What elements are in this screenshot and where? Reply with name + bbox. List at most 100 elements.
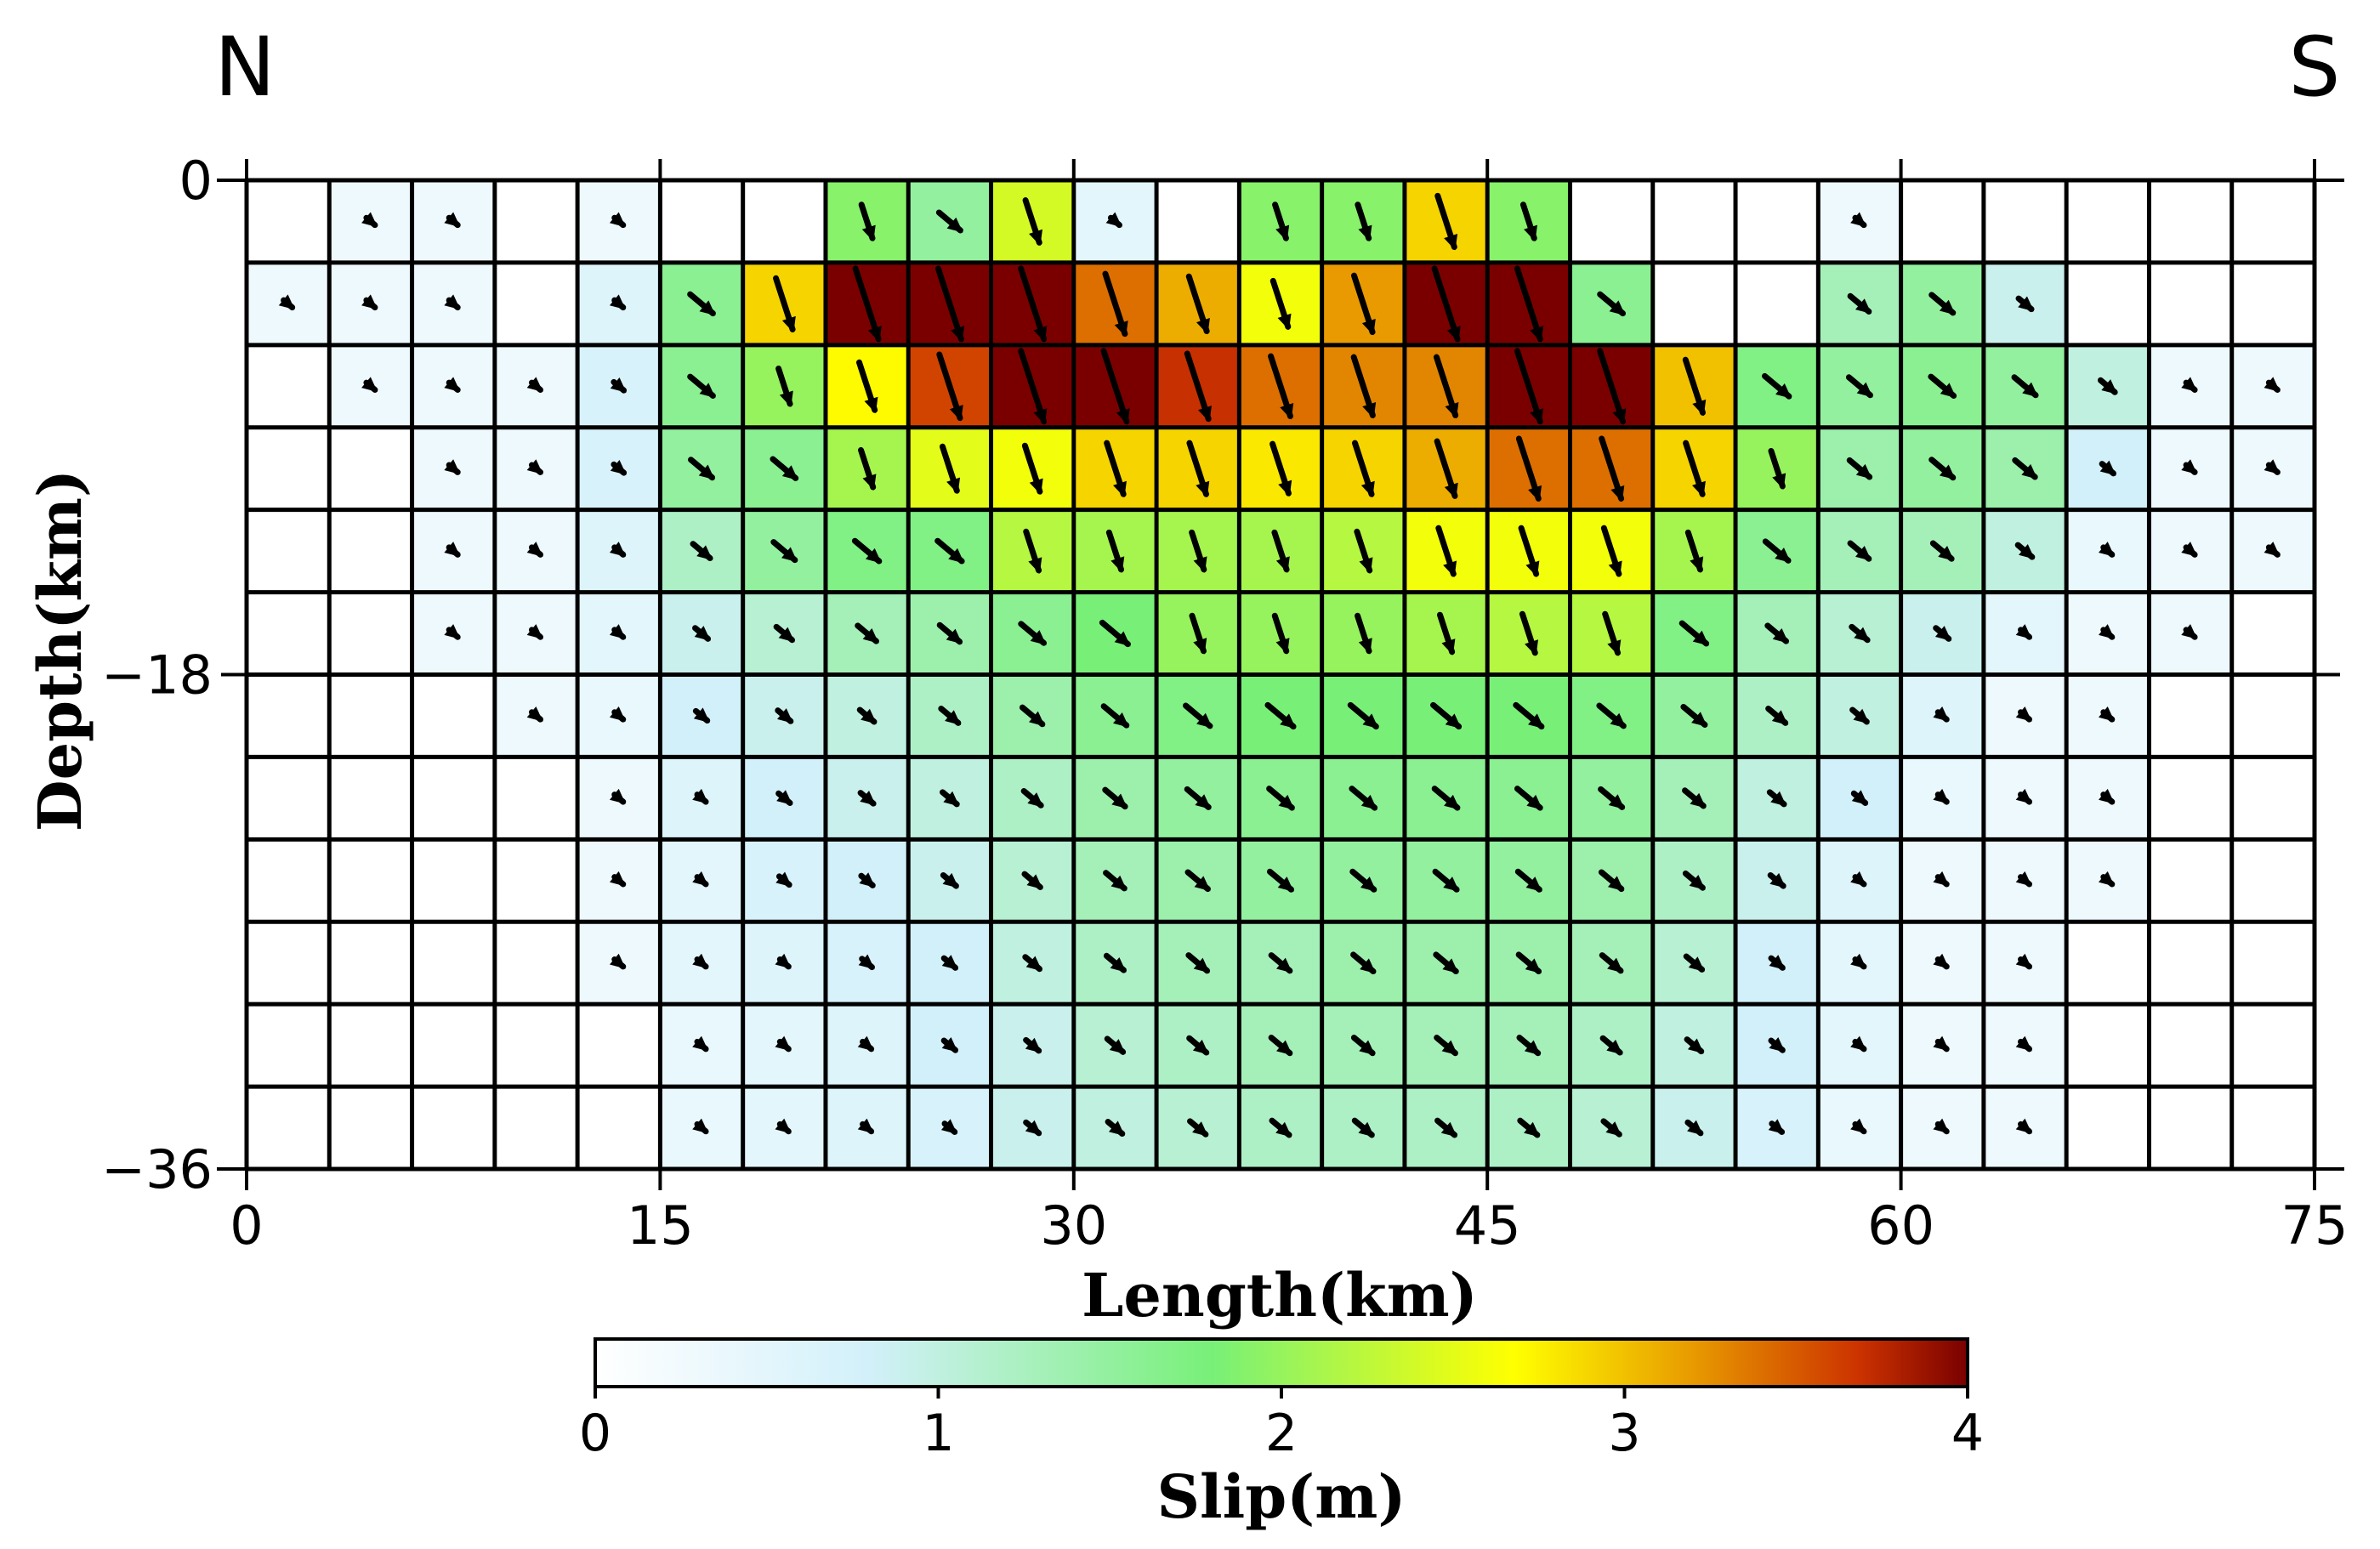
slip-cell bbox=[2231, 262, 2315, 345]
slip-arrow bbox=[1850, 1036, 1867, 1053]
slip-arrows bbox=[278, 192, 2281, 1138]
slip-arrow bbox=[1764, 622, 1790, 644]
slip-arrow bbox=[856, 706, 878, 725]
slip-arrow bbox=[1929, 540, 1955, 562]
slip-arrow bbox=[2181, 459, 2198, 475]
slip-arrow bbox=[1189, 529, 1207, 573]
colorbar-tick-label: 0 bbox=[579, 1404, 611, 1463]
slip-arrow bbox=[857, 790, 877, 807]
slip-arrow bbox=[855, 622, 879, 644]
slip-arrow bbox=[1018, 348, 1048, 425]
slip-arrow bbox=[444, 542, 461, 558]
slip-arrow bbox=[1352, 440, 1375, 498]
slip-arrow bbox=[1598, 869, 1625, 893]
slip-arrow bbox=[2012, 457, 2038, 480]
slip-arrow bbox=[1434, 1035, 1458, 1057]
slip-cell bbox=[2231, 674, 2315, 757]
slip-arrow bbox=[939, 443, 961, 494]
slip-arrow bbox=[1678, 620, 1710, 647]
slip-cell bbox=[2149, 674, 2232, 757]
colorbar-tick-label: 2 bbox=[1265, 1404, 1298, 1463]
slip-arrow bbox=[1350, 1035, 1376, 1057]
slip-cell bbox=[329, 1004, 412, 1087]
slip-arrow bbox=[1266, 786, 1295, 811]
slip-cell bbox=[1652, 262, 1736, 345]
slip-arrow bbox=[692, 788, 709, 805]
slip-cell bbox=[329, 427, 412, 510]
slip-arrow bbox=[2011, 374, 2039, 399]
slip-cell bbox=[494, 1087, 578, 1169]
slip-arrow bbox=[1761, 372, 1792, 400]
slip-arrow bbox=[610, 459, 628, 476]
slip-cell bbox=[1900, 180, 1984, 263]
slip-cell bbox=[247, 180, 330, 263]
slip-cell bbox=[329, 922, 412, 1005]
slip-cell bbox=[494, 262, 578, 345]
slip-arrow bbox=[2098, 706, 2116, 723]
slip-cell bbox=[577, 1087, 661, 1169]
slip-arrow bbox=[1100, 348, 1130, 425]
slip-cell bbox=[2066, 262, 2150, 345]
slip-arrow bbox=[1928, 373, 1957, 400]
slip-arrow bbox=[444, 624, 461, 640]
slip-cell bbox=[2149, 1004, 2232, 1087]
slip-arrow bbox=[1023, 1119, 1042, 1137]
slip-arrow bbox=[775, 790, 793, 806]
y-tick-label: 0 bbox=[179, 150, 213, 212]
slip-cell bbox=[2231, 839, 2315, 922]
slip-arrow bbox=[1684, 1119, 1704, 1137]
slip-arrow bbox=[2097, 377, 2118, 395]
slip-arrow bbox=[1105, 212, 1122, 229]
slip-arrow bbox=[1355, 201, 1372, 241]
slip-arrow bbox=[1183, 702, 1213, 729]
slip-arrow bbox=[1019, 704, 1046, 728]
slip-arrow bbox=[940, 1037, 959, 1053]
slip-arrow bbox=[692, 707, 711, 724]
slip-arrow bbox=[692, 1036, 709, 1053]
slip-arrow bbox=[361, 212, 378, 229]
slip-cell bbox=[2231, 180, 2315, 263]
slip-arrow bbox=[1762, 538, 1792, 564]
slip-arrow bbox=[1850, 790, 1869, 806]
slip-cell bbox=[2149, 922, 2232, 1005]
slip-arrow bbox=[857, 1036, 875, 1053]
slip-arrow bbox=[1351, 1117, 1375, 1138]
slip-arrow bbox=[526, 459, 543, 475]
slip-arrow bbox=[1105, 529, 1125, 573]
slip-arrow bbox=[1434, 192, 1458, 251]
slip-arrow bbox=[361, 377, 378, 393]
slip-arrow bbox=[1928, 457, 1957, 481]
slip-arrow bbox=[1847, 540, 1872, 562]
slip-cell bbox=[247, 757, 330, 840]
slip-arrow bbox=[1515, 951, 1542, 975]
slip-arrow bbox=[688, 457, 716, 481]
slip-arrow bbox=[1430, 701, 1463, 730]
slip-arrow bbox=[1103, 952, 1127, 973]
slip-arrow bbox=[1271, 612, 1290, 655]
slip-arrow bbox=[775, 366, 793, 407]
slip-arrow bbox=[1104, 1036, 1127, 1055]
slip-arrow bbox=[610, 377, 628, 394]
slip-cell bbox=[412, 839, 495, 922]
slip-arrow bbox=[444, 212, 461, 229]
slip-arrow bbox=[857, 1118, 875, 1135]
slip-arrow bbox=[1186, 1035, 1210, 1056]
slip-arrow bbox=[1847, 292, 1872, 315]
slip-arrow bbox=[2015, 706, 2033, 723]
slip-arrow bbox=[1270, 277, 1292, 331]
slip-arrow bbox=[1768, 955, 1786, 971]
slip-arrow bbox=[609, 953, 627, 970]
slip-cell bbox=[2149, 757, 2232, 840]
slip-arrow bbox=[852, 265, 882, 343]
slip-arrow bbox=[2264, 459, 2281, 475]
slip-arrow bbox=[1600, 1118, 1622, 1138]
slip-arrow bbox=[1105, 1119, 1126, 1138]
slip-arrow bbox=[692, 871, 709, 888]
slip-arrow bbox=[2264, 542, 2281, 558]
slip-arrow bbox=[1354, 528, 1373, 574]
slip-arrow bbox=[934, 265, 965, 343]
slip-cell bbox=[2149, 1087, 2232, 1169]
slip-arrow bbox=[1599, 435, 1625, 502]
x-tick-label: 30 bbox=[1040, 1194, 1107, 1257]
slip-arrow bbox=[1272, 201, 1290, 241]
